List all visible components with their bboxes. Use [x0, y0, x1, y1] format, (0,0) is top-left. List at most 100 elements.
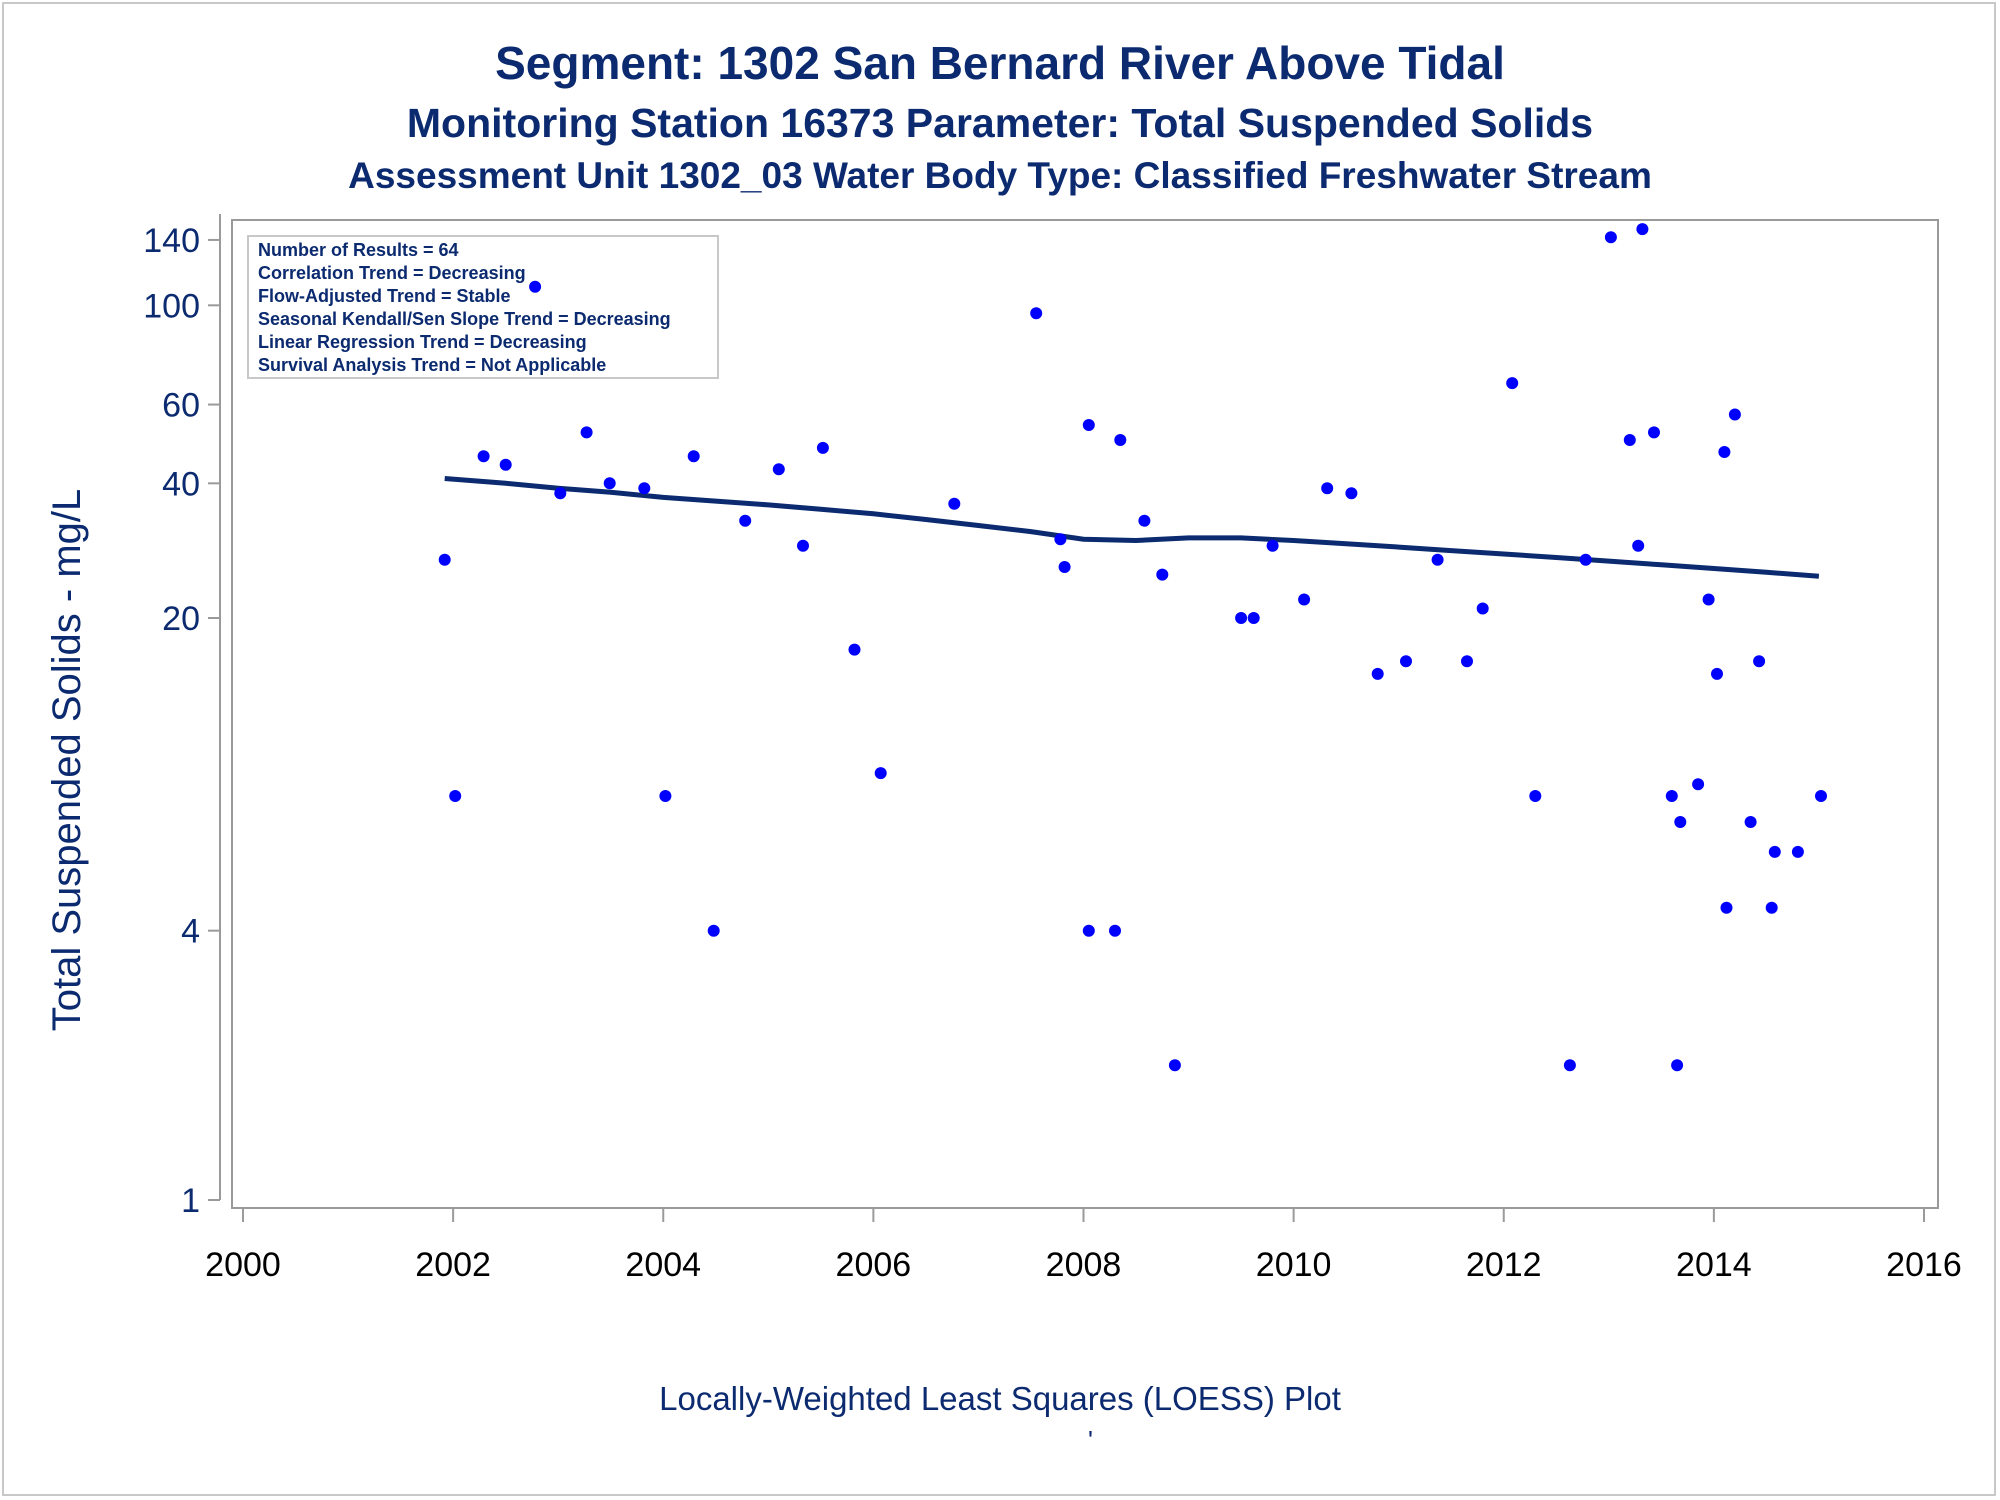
data-point: [874, 767, 887, 780]
x-tick-label: 2004: [625, 1246, 701, 1284]
x-tick-label: 2014: [1676, 1246, 1752, 1284]
trend-summary-line: Seasonal Kendall/Sen Slope Trend = Decre…: [258, 309, 671, 329]
trend-summary-line: Survival Analysis Trend = Not Applicable: [258, 355, 606, 375]
y-tick-label: 20: [162, 600, 200, 638]
data-point: [1058, 561, 1071, 573]
y-tick-label: 60: [162, 387, 200, 425]
data-points: [438, 223, 1827, 1072]
data-point: [739, 514, 752, 527]
data-point: [1718, 446, 1731, 458]
footer-mark: ': [1088, 1425, 1093, 1455]
data-point: [1321, 482, 1334, 495]
data-point: [1345, 487, 1358, 500]
data-point: [948, 497, 961, 510]
chart-subtitle-assessment: Assessment Unit 1302_03 Water Body Type:…: [348, 155, 1652, 196]
data-point: [687, 450, 700, 463]
data-point: [1671, 1059, 1684, 1072]
data-point: [477, 450, 490, 463]
data-point: [816, 441, 829, 454]
data-point: [1431, 553, 1444, 566]
x-axis: 2000 2002 2004 2006 2008 2010 2012 2014 2016: [205, 1207, 1962, 1284]
data-point: [603, 477, 616, 490]
data-point: [1156, 568, 1169, 581]
data-point: [1711, 667, 1723, 680]
data-point: [1753, 655, 1766, 668]
data-point: [1728, 408, 1741, 421]
y-tick-label: 1: [181, 1182, 200, 1220]
x-tick-label: 2012: [1466, 1246, 1542, 1284]
data-point: [1579, 553, 1592, 566]
chart-title: Segment: 1302 San Bernard River Above Ti…: [495, 37, 1505, 89]
data-point: [1765, 901, 1778, 914]
data-point: [1632, 539, 1645, 552]
data-point: [1604, 231, 1617, 244]
data-point: [797, 539, 809, 552]
data-point: [1674, 816, 1687, 828]
y-axis: 1 4 20 40 60 100 140: [143, 214, 221, 1220]
data-point: [1529, 790, 1542, 802]
data-point: [1476, 602, 1489, 615]
y-tick-label: 100: [143, 287, 200, 325]
y-tick-label: 40: [162, 465, 200, 503]
data-point: [707, 924, 720, 937]
x-tick-label: 2000: [205, 1246, 281, 1284]
data-point: [1266, 539, 1279, 552]
x-tick-label: 2002: [415, 1246, 491, 1284]
data-point: [1702, 593, 1715, 606]
trend-summary-line: Flow-Adjusted Trend = Stable: [258, 286, 511, 306]
data-point: [1114, 434, 1127, 446]
trend-summary-line: Number of Results = 64: [258, 240, 459, 260]
trend-summary-line: Correlation Trend = Decreasing: [258, 263, 526, 283]
data-point: [1563, 1059, 1576, 1072]
trend-summary-frame: [247, 235, 719, 379]
data-point: [529, 280, 542, 293]
data-point: [1636, 223, 1649, 236]
data-point: [1692, 778, 1705, 791]
data-point: [1168, 1059, 1181, 1072]
data-point: [1720, 901, 1733, 914]
plot-footer-note: Locally-Weighted Least Squares (LOESS) P…: [0, 1380, 2000, 1418]
data-point: [1082, 419, 1095, 431]
x-tick-label: 2010: [1256, 1246, 1332, 1284]
data-point: [1791, 845, 1804, 858]
data-point: [1109, 924, 1121, 937]
data-point: [638, 482, 651, 495]
data-point: [1461, 655, 1473, 668]
data-point: [1371, 667, 1384, 680]
data-point: [1623, 434, 1636, 446]
x-tick-label: 2006: [836, 1246, 912, 1284]
data-point: [1030, 307, 1043, 320]
data-point: [554, 487, 567, 500]
data-point: [499, 458, 512, 471]
data-point: [1138, 514, 1151, 527]
chart-subtitle-station: Monitoring Station 16373 Parameter: Tota…: [406, 100, 1594, 146]
y-tick-label: 4: [181, 913, 200, 951]
data-point: [659, 790, 672, 802]
x-tick-label: 2008: [1046, 1246, 1122, 1284]
data-point: [1815, 790, 1827, 802]
data-point: [1298, 593, 1311, 606]
x-tick-label: 2016: [1886, 1246, 1962, 1284]
data-point: [1768, 845, 1781, 858]
data-point: [1400, 655, 1412, 668]
data-point: [1082, 924, 1095, 937]
trend-summary-line: Linear Regression Trend = Decreasing: [258, 332, 587, 352]
footer-text: Locally-Weighted Least Squares (LOESS) P…: [659, 1380, 1341, 1417]
data-point: [848, 643, 861, 656]
data-point: [1506, 377, 1519, 390]
data-point: [449, 790, 462, 802]
data-point: [772, 463, 785, 476]
data-point: [438, 553, 451, 566]
y-axis-title: Total Suspended Solids - mg/L: [45, 489, 89, 1032]
data-point: [1648, 426, 1660, 439]
data-point: [1247, 612, 1260, 624]
loess-line: [444, 476, 1820, 579]
data-point: [1235, 612, 1248, 624]
data-point: [580, 426, 593, 439]
data-point: [1665, 790, 1678, 802]
y-tick-label: 140: [143, 222, 200, 260]
data-point: [1744, 816, 1757, 828]
data-point: [1054, 533, 1067, 546]
